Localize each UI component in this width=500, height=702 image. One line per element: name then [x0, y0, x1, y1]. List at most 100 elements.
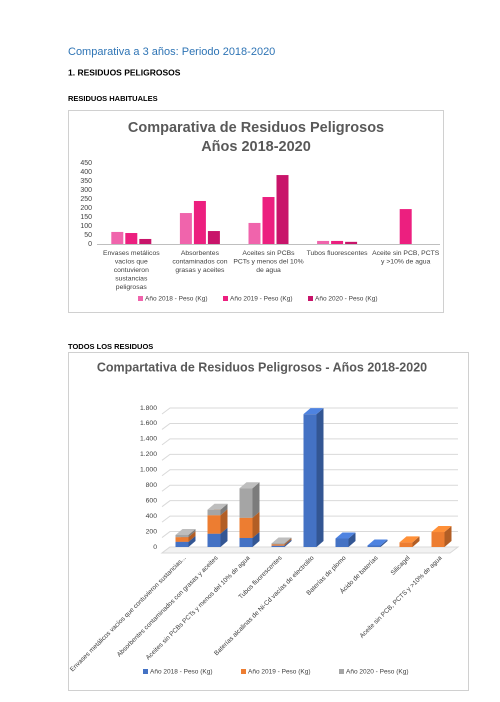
- bar-side: [380, 539, 388, 547]
- grid-line: [161, 484, 458, 492]
- bar-top: [239, 482, 260, 489]
- legend-label: Año 2020 - Peso (Kg): [315, 296, 378, 303]
- bar: [207, 509, 221, 516]
- y-tick-label: 0: [153, 544, 157, 551]
- bar-top: [367, 539, 388, 546]
- floor: [160, 546, 460, 554]
- bar-top: [175, 528, 196, 535]
- bar: [179, 213, 192, 244]
- grid-line: [161, 469, 458, 477]
- bar-side: [284, 539, 292, 547]
- bar-side: [220, 509, 228, 534]
- legend-label: Año 2019 - Peso (Kg): [248, 669, 311, 676]
- bar: [239, 537, 253, 547]
- bar-side: [188, 535, 196, 547]
- bar: [399, 209, 412, 244]
- bar-top: [399, 536, 420, 543]
- bar-side: [444, 526, 452, 547]
- y-tick-label: 600: [146, 497, 158, 504]
- y-tick-label: 400: [146, 513, 158, 520]
- y-tick-label: 800: [146, 482, 158, 489]
- legend-label: Año 2018 - Peso (Kg): [145, 296, 208, 303]
- bar: [207, 533, 221, 547]
- bar-top: [271, 537, 292, 544]
- bar: [125, 233, 138, 244]
- legend-label: Año 2018 - Peso (Kg): [150, 669, 213, 676]
- bar-side: [284, 538, 292, 546]
- bar: [175, 537, 189, 542]
- y-tick-label: 100: [80, 223, 92, 230]
- legend-swatch: [339, 669, 344, 674]
- subsection-title: TODOS LOS RESIDUOS: [68, 342, 153, 351]
- bar-side: [188, 528, 196, 538]
- y-tick-label: 300: [80, 187, 92, 194]
- y-tick-label: 1.800: [140, 405, 157, 412]
- bar-side: [252, 531, 260, 547]
- bar-top: [207, 503, 228, 510]
- bar-side: [188, 531, 196, 542]
- y-tick-label: 1.600: [140, 420, 157, 427]
- bar-side: [316, 408, 324, 547]
- bar: [175, 534, 189, 538]
- legend-label: Año 2019 - Peso (Kg): [230, 296, 293, 303]
- bar: [271, 544, 285, 546]
- bar: [303, 414, 317, 547]
- bar: [271, 543, 285, 545]
- legend-swatch: [138, 296, 143, 301]
- bar-side: [252, 511, 260, 538]
- bar: [207, 231, 220, 244]
- bar: [239, 517, 253, 538]
- bar: [317, 240, 330, 244]
- chart-title: Comparativa de Residuos Peligrosos Años 2…: [128, 120, 384, 155]
- y-tick-label: 1.000: [140, 467, 157, 474]
- chart-frame: [68, 352, 469, 691]
- grid-line: [161, 515, 458, 523]
- bar: [111, 231, 124, 244]
- x-tick-label: Tubos fluorescentes: [307, 250, 369, 257]
- bar-side: [252, 482, 260, 518]
- bar: [262, 197, 275, 244]
- section-title: 1. RESIDUOS PELIGROSOS: [68, 67, 181, 77]
- y-tick-label: 0: [88, 241, 92, 248]
- y-tick-label: 50: [84, 232, 92, 239]
- x-tick-label: Aceite sin PCB, PCTS y >10% de agua: [372, 250, 440, 266]
- y-tick-label: 400: [80, 169, 92, 176]
- subsection-title: RESIDUOS HABITUALES: [68, 94, 158, 103]
- legend-swatch: [241, 669, 246, 674]
- y-tick-label: 200: [146, 528, 158, 535]
- bar: [239, 488, 253, 518]
- grid-line: [161, 531, 458, 538]
- bar: [207, 515, 221, 534]
- y-tick-label: 1.200: [140, 451, 157, 458]
- grid-line: [161, 500, 458, 508]
- bar: [271, 545, 285, 547]
- bar: [175, 541, 189, 547]
- legend-label: Año 2020 - Peso (Kg): [346, 669, 409, 676]
- grid-line: [161, 422, 458, 430]
- bar: [331, 240, 344, 244]
- y-tick-label: 150: [80, 214, 92, 221]
- y-tick-label: 450: [80, 160, 92, 167]
- bar-side: [220, 503, 228, 516]
- bar: [139, 238, 152, 244]
- grid-line: [161, 438, 458, 446]
- x-tick-label: Absorbentes contaminados con grasas y acei…: [172, 250, 227, 274]
- legend-swatch: [223, 296, 228, 301]
- legend-swatch: [143, 669, 148, 674]
- bar: [345, 241, 358, 244]
- bar: [335, 538, 349, 547]
- bar-side: [412, 536, 420, 547]
- bar: [248, 222, 261, 244]
- bar-top: [335, 532, 356, 539]
- x-tick-label: Envases metálicos vacíos que contuvieron su…: [103, 250, 160, 291]
- grid-line: [161, 453, 458, 461]
- bar-side: [348, 532, 356, 547]
- bar-top: [431, 526, 452, 533]
- bar: [193, 200, 206, 244]
- y-tick-label: 250: [80, 196, 92, 203]
- bar-top: [303, 408, 324, 415]
- bar: [399, 542, 413, 547]
- legend-swatch: [308, 296, 313, 301]
